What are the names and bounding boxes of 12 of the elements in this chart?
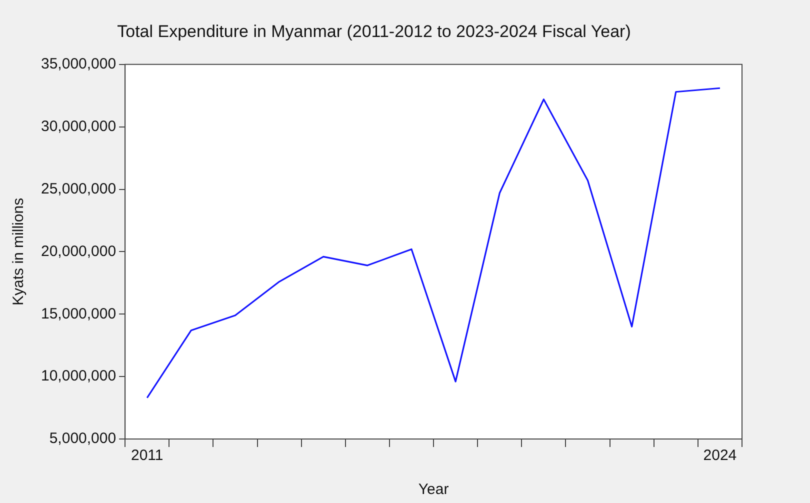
y-tick-label: 10,000,000 <box>40 368 116 385</box>
y-tick-label: 20,000,000 <box>40 242 116 260</box>
y-tick-label: 35,000,000 <box>40 56 116 73</box>
y-tick-label: 25,000,000 <box>40 180 116 198</box>
y-tick-label: 30,000,000 <box>40 118 116 135</box>
x-axis-title: Year <box>418 481 449 498</box>
x-tick-label: 2011 <box>130 447 164 464</box>
chart-title: Total Expenditure in Myanmar (2011-2012 to 2023-2024 Fiscal Year) <box>117 22 631 41</box>
x-tick-label: 2024 <box>703 447 737 464</box>
y-axis-title: Kyats in millions <box>10 198 28 306</box>
y-tick-label: 5,000,000 <box>49 430 116 448</box>
y-tick-label: 15,000,000 <box>40 305 116 322</box>
